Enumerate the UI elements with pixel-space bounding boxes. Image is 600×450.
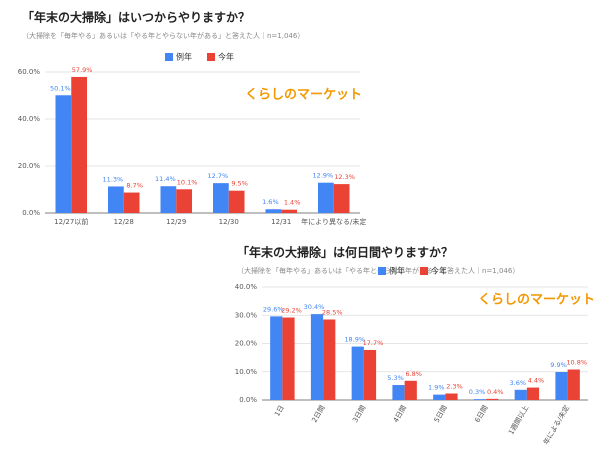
- value-label: 1.4%: [284, 199, 301, 207]
- bar: [404, 380, 417, 400]
- bar: [282, 317, 295, 400]
- bar: [265, 209, 282, 213]
- value-label: 9.5%: [231, 180, 248, 188]
- y-tick-label: 20.0%: [235, 340, 258, 348]
- bar: [526, 387, 540, 400]
- chart-title: 「年末の大掃除」は何日間やりますか？: [237, 245, 453, 260]
- logo: くらしのマーケット: [245, 88, 362, 103]
- y-tick-label: 20.0%: [18, 162, 41, 170]
- value-label: 28.5%: [322, 308, 343, 316]
- bar: [123, 192, 140, 213]
- x-tick-label: 1週間以上: [506, 404, 530, 437]
- value-label: 3.6%: [510, 379, 527, 387]
- bar: [323, 319, 336, 400]
- bar: [333, 184, 350, 213]
- value-label: 8.7%: [126, 182, 143, 190]
- bar: [108, 186, 124, 213]
- legend-label: 例年: [389, 266, 405, 276]
- bar: [392, 385, 405, 400]
- bar: [71, 76, 87, 213]
- value-label: 1.6%: [262, 198, 279, 206]
- value-label: 10.8%: [566, 358, 587, 366]
- legend-swatch: [420, 267, 428, 275]
- value-label: 9.9%: [550, 361, 567, 369]
- x-tick-label: 12/28: [114, 218, 134, 226]
- bar: [160, 186, 177, 213]
- y-tick-label: 10.0%: [235, 368, 258, 376]
- legend-swatch: [165, 53, 173, 61]
- bar: [473, 399, 487, 400]
- value-label: 2.3%: [446, 383, 463, 391]
- value-label: 12.7%: [208, 172, 229, 180]
- value-label: 30.4%: [304, 303, 325, 311]
- value-label: 1.9%: [428, 384, 445, 392]
- value-label: 17.7%: [363, 339, 384, 347]
- value-label: 29.6%: [263, 305, 284, 313]
- bar: [555, 372, 568, 400]
- value-label: 0.3%: [469, 388, 486, 396]
- x-tick-label: 12/27以前: [54, 217, 88, 226]
- legend-swatch: [378, 267, 386, 275]
- value-label: 57.9%: [72, 66, 93, 74]
- bar: [433, 394, 446, 400]
- bar: [567, 369, 580, 400]
- value-label: 11.4%: [155, 175, 176, 183]
- x-tick-label: 12/30: [219, 218, 239, 226]
- legend-label: 今年: [431, 266, 447, 276]
- x-tick-label: 1日: [273, 404, 286, 418]
- bar: [514, 389, 527, 400]
- x-tick-label: 4日間: [392, 404, 408, 424]
- y-tick-label: 0.0%: [22, 209, 40, 217]
- bar: [55, 95, 72, 213]
- y-tick-label: 30.0%: [235, 311, 258, 319]
- bar: [310, 314, 324, 400]
- y-tick-label: 60.0%: [18, 68, 41, 76]
- x-tick-label: 年により異なる/未定: [301, 217, 366, 226]
- value-label: 12.3%: [334, 173, 355, 181]
- legend-label: 今年: [218, 52, 234, 62]
- x-tick-label: 3日間: [351, 404, 367, 424]
- value-label: 12.9%: [313, 172, 334, 180]
- value-label: 29.2%: [281, 307, 302, 315]
- x-tick-label: 年による/未定: [541, 404, 571, 447]
- x-tick-label: 5日間: [433, 404, 449, 424]
- bar: [318, 182, 334, 213]
- chart-title: 「年末の大掃除」はいつからやりますか？: [22, 10, 250, 25]
- logo: くらしのマーケット: [478, 293, 595, 308]
- bar: [228, 190, 245, 213]
- bar: [176, 189, 192, 213]
- legend-swatch: [207, 53, 215, 61]
- y-tick-label: 0.0%: [239, 396, 257, 404]
- value-label: 0.4%: [487, 388, 504, 396]
- bar: [213, 183, 229, 213]
- chart-subtitle: （大掃除を「毎年やる」あるいは「やる年とやらない年がある」と答えた人｜n=1,0…: [22, 31, 304, 40]
- value-label: 4.4%: [528, 377, 545, 385]
- x-tick-label: 6日間: [473, 404, 489, 424]
- bar: [281, 209, 297, 213]
- value-label: 50.1%: [50, 84, 71, 92]
- value-label: 18.9%: [344, 336, 365, 344]
- x-tick-label: 2日間: [310, 404, 326, 424]
- x-tick-label: 12/31: [271, 218, 291, 226]
- bar: [270, 316, 283, 400]
- bar: [486, 398, 499, 400]
- value-label: 6.8%: [405, 370, 422, 378]
- y-tick-label: 40.0%: [18, 115, 41, 123]
- value-label: 10.1%: [177, 178, 198, 186]
- bar: [445, 393, 458, 400]
- x-tick-label: 12/29: [166, 218, 186, 226]
- value-label: 11.3%: [103, 175, 124, 183]
- bar: [351, 346, 364, 400]
- value-label: 5.3%: [387, 374, 404, 382]
- bar: [363, 349, 377, 400]
- y-tick-label: 40.0%: [235, 283, 258, 291]
- legend-label: 例年: [176, 52, 192, 62]
